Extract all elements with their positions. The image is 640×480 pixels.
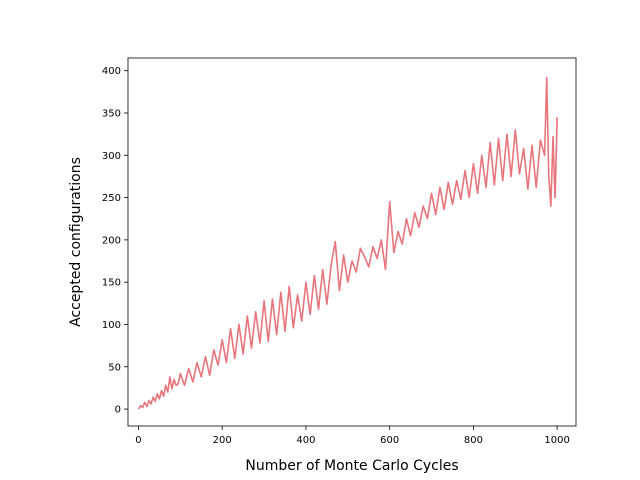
y-tick-label: 400 bbox=[102, 66, 121, 77]
y-tick-label: 50 bbox=[108, 362, 121, 373]
y-tick-label: 200 bbox=[102, 235, 121, 246]
x-tick-label: 0 bbox=[135, 435, 141, 446]
series-line bbox=[137, 76, 558, 410]
plot-area bbox=[127, 57, 577, 427]
y-axis-ticks: 0 50 100 150 200 250 300 350 400 bbox=[102, 66, 128, 416]
x-tick-label: 200 bbox=[213, 435, 232, 446]
y-axis-label: Accepted configurations bbox=[68, 157, 84, 327]
x-tick-label: 600 bbox=[380, 435, 399, 446]
x-tick-label: 800 bbox=[464, 435, 483, 446]
y-tick-label: 300 bbox=[102, 151, 121, 162]
y-tick-label: 350 bbox=[102, 108, 121, 119]
x-tick-label: 400 bbox=[296, 435, 315, 446]
x-tick-label: 1000 bbox=[544, 435, 569, 446]
x-axis-ticks: 0 200 400 600 800 1000 bbox=[135, 426, 570, 446]
y-tick-label: 100 bbox=[102, 320, 121, 331]
y-tick-label: 150 bbox=[102, 278, 121, 289]
x-axis-label: Number of Monte Carlo Cycles bbox=[245, 458, 458, 474]
y-tick-label: 0 bbox=[115, 405, 121, 416]
y-tick-label: 250 bbox=[102, 193, 121, 204]
